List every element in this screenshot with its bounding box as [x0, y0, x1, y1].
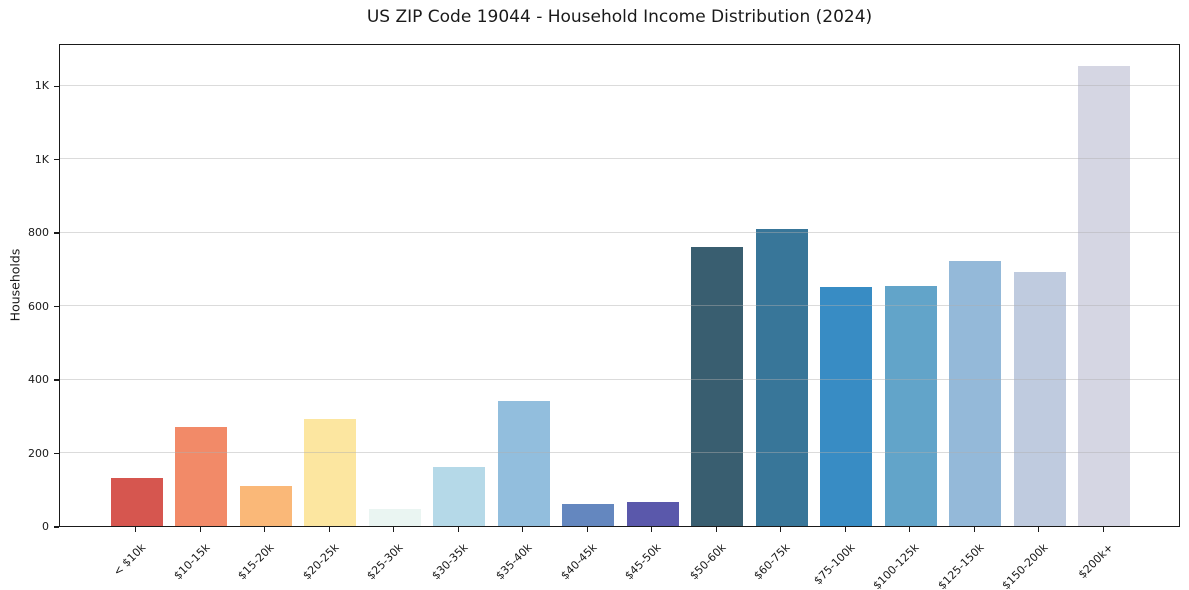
bar-150-200k	[1013, 271, 1066, 526]
bar-45-50k	[626, 502, 679, 526]
gridline-y-1000	[60, 158, 1179, 160]
y-tick-mark-1200	[54, 85, 59, 87]
y-tick-mark-800	[54, 232, 59, 234]
x-tick-mark-3	[328, 527, 330, 532]
bar-100-125k	[884, 286, 937, 526]
x-tick-mark-14	[1038, 527, 1040, 532]
y-tick-label-800: 800	[28, 226, 49, 240]
bar-25-30k	[368, 509, 421, 526]
y-tick-label-1000: 1K	[34, 152, 49, 166]
x-tick-mark-4	[393, 527, 395, 532]
x-tick-mark-6	[522, 527, 524, 532]
x-tick-mark-8	[651, 527, 653, 532]
y-tick-mark-1000	[54, 158, 59, 161]
gridline-y-600	[60, 305, 1179, 307]
y-tick-label-1200: 1K	[34, 79, 49, 93]
gridline-y-200	[60, 451, 1179, 454]
bar-20-25k	[304, 419, 357, 526]
y-tick-label-400: 400	[28, 373, 49, 387]
y-tick-mark-200	[54, 452, 59, 455]
x-tick-mark-13	[973, 527, 975, 532]
y-tick-mark-400	[54, 379, 59, 381]
x-tick-mark-2	[264, 527, 266, 532]
gridline-y-1200	[60, 84, 1179, 86]
plot-area	[59, 44, 1180, 527]
bar-40-45k	[562, 503, 615, 526]
x-tick-mark-0	[135, 527, 137, 532]
bar-75-100k	[820, 287, 873, 526]
bar-10k	[110, 478, 163, 526]
bar-200k	[1078, 66, 1131, 526]
y-tick-mark-0	[54, 526, 59, 528]
gridline-y-400	[60, 378, 1179, 380]
x-tick-mark-7	[586, 527, 588, 532]
bar-35-40k	[497, 401, 550, 526]
x-tick-label-anchor-15: $200k+	[0, 536, 1115, 581]
bar-60-75k	[755, 228, 808, 526]
chart-title: US ZIP Code 19044 - Household Income Dis…	[366, 7, 873, 27]
x-tick-mark-1	[199, 527, 201, 532]
x-tick-mark-10	[780, 527, 782, 532]
bar-30-35k	[433, 467, 486, 526]
x-tick-mark-12	[909, 527, 911, 532]
y-tick-label-200: 200	[28, 446, 49, 460]
bar-15-20k	[239, 486, 292, 526]
bar-125-150k	[949, 260, 1002, 526]
x-tick-label-15: $200k+	[1075, 541, 1116, 582]
gridline-y-800	[60, 231, 1179, 233]
x-tick-mark-9	[715, 527, 717, 532]
y-tick-label-600: 600	[28, 299, 49, 313]
x-tick-mark-5	[457, 527, 459, 532]
y-tick-label-0: 0	[42, 520, 49, 533]
bar-10-15k	[175, 426, 228, 526]
bar-50-60k	[691, 246, 744, 526]
y-tick-mark-600	[54, 305, 59, 308]
x-tick-mark-11	[844, 527, 846, 532]
x-tick-mark-15	[1102, 527, 1104, 532]
